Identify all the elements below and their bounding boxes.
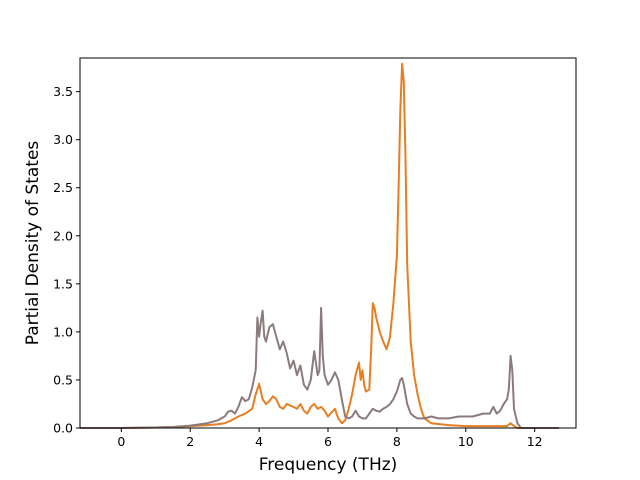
- y-tick-label: 2.0: [53, 228, 73, 243]
- y-tick-label: 2.5: [53, 180, 73, 195]
- x-tick-label: 8: [393, 434, 401, 449]
- x-axis-label: Frequency (THz): [259, 455, 398, 475]
- series-line-1: [80, 62, 559, 429]
- y-axis-label: Partial Density of States: [23, 141, 43, 346]
- y-tick-label: 3.0: [53, 132, 73, 147]
- series-layer: [80, 62, 559, 429]
- x-tick-label: 0: [117, 434, 125, 449]
- series-line-2: [80, 306, 559, 429]
- y-tick-label: 1.5: [53, 276, 73, 291]
- y-tick-label: 1.0: [53, 324, 73, 339]
- x-tick-label: 10: [458, 434, 474, 449]
- x-axis-ticks: 0 2 4 6 8 10 12: [117, 428, 543, 449]
- y-tick-label: 0.5: [53, 372, 73, 387]
- x-tick-label: 2: [186, 434, 194, 449]
- y-tick-label: 0.0: [53, 421, 73, 436]
- x-tick-label: 6: [324, 434, 332, 449]
- y-axis-ticks: 0.0 0.5 1.0 1.5 2.0 2.5 3.0 3.5: [53, 84, 80, 436]
- x-tick-label: 4: [255, 434, 263, 449]
- y-tick-label: 3.5: [53, 84, 73, 99]
- x-tick-label: 12: [527, 434, 543, 449]
